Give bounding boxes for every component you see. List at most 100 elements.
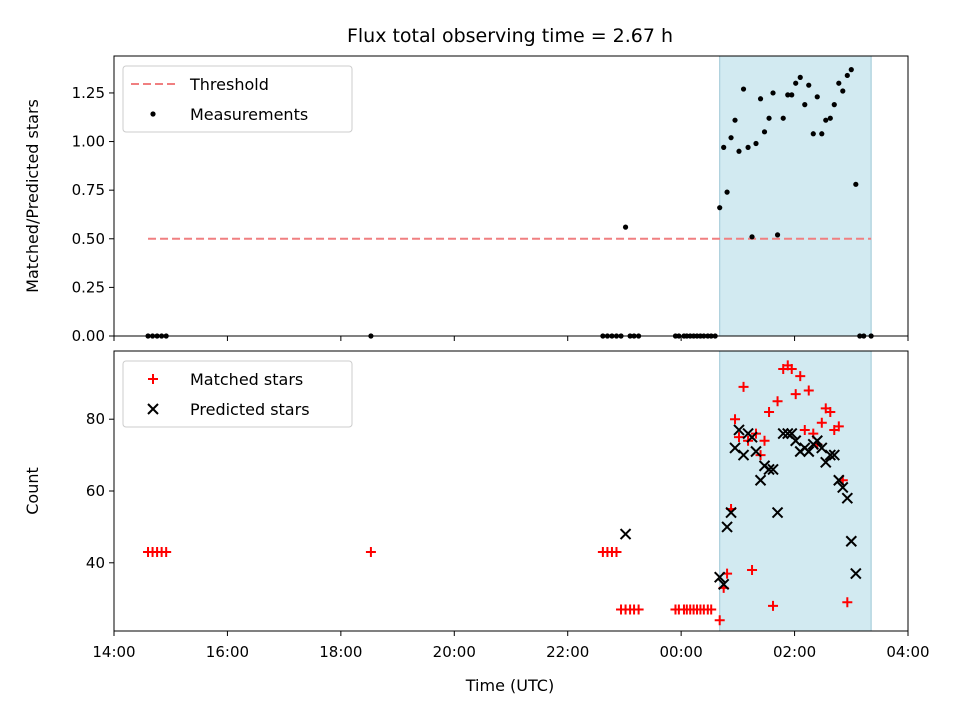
predicted-star-point [721,521,733,533]
predicted-star-point [824,449,837,461]
measurement-point [793,80,799,86]
matched-star-point [738,381,749,392]
legend-measurement-swatch [150,111,156,117]
predicted-star-point [750,445,762,458]
measurement-point [774,232,781,238]
measurement-point [836,80,842,86]
measurement-point [789,92,795,98]
predicted-star-point [771,506,784,519]
measurement-point [848,67,854,73]
y-tick-label: 1.00 [72,133,105,151]
predicted-star-point [841,492,854,504]
measurement-point [732,117,738,123]
predicted-star-point [789,435,802,447]
x-tick-label: 22:00 [546,643,589,661]
predicted-star-point [714,571,726,583]
predicted-star-point [717,578,730,591]
x-tick-label: 16:00 [206,643,249,661]
x-tick-label: 04:00 [886,643,929,661]
matched-star-point [733,432,744,443]
predicted-star-point [763,463,775,476]
predicted-star-point [811,435,823,447]
measurement-point [728,135,734,141]
predicted-star-point [828,449,840,461]
matched-star-point [772,396,783,407]
matched-star-point [747,564,758,575]
measurement-point [721,144,727,150]
matched-star-point [633,604,644,615]
y-tick-label: 80 [86,410,105,428]
y-tick-label: 60 [86,482,105,500]
measurement-point [831,102,837,108]
measurement-point [770,90,776,96]
x-tick-label: 20:00 [433,643,476,661]
legend-label: Matched stars [190,370,303,389]
matched-star-point [803,385,814,396]
measurement-point [745,144,751,150]
matched-star-point [799,424,810,435]
measurement-point [806,82,812,88]
matched-star-point [161,547,172,558]
ratio-panel: 0.00 0.25 0.50 0.75 1.00 1.25 Matched/Predicte… [23,55,909,345]
measurement-point [717,205,723,211]
measurement-point [823,117,829,123]
predicted-star-point [837,481,849,494]
measurement-point [749,234,755,240]
measurement-point [753,140,759,147]
matched-star-point [759,435,770,446]
y-axis-label: Matched/Predicted stars [23,99,42,293]
measurement-point [785,92,791,98]
legend-box [122,360,353,428]
matched-star-point [730,414,741,425]
matched-star-point [706,604,717,615]
measurement-point [761,129,768,135]
measurement-point [827,115,833,121]
y-axis-label: Count [23,467,42,515]
measurement-point [766,115,772,121]
x-tick-label: 00:00 [660,643,703,661]
measurement-point [797,74,803,80]
y-tick-label: 0.00 [72,327,105,345]
predicted-star-point [850,567,862,580]
plot-frame [113,55,909,337]
measurement-point [853,181,859,187]
measurement-point [724,189,730,195]
measurement-point [844,72,850,79]
matched-star-point [790,389,801,400]
observing-span [719,55,872,337]
matched-star-point [611,547,622,558]
matched-star-point [786,363,797,374]
y-tick-label: 1.25 [72,84,105,102]
matched-star-point [795,371,806,382]
x-tick-label: 18:00 [319,643,362,661]
y-tick-label: 0.50 [72,230,105,248]
legend-label: Measurements [190,105,308,124]
matched-star-point [764,407,775,418]
measurement-point [780,115,786,121]
y-tick-label: 40 [86,554,105,572]
measurement-point [814,94,820,100]
x-tick-label: 02:00 [773,643,816,661]
chart-title: Flux total observing time = 2.67 h [347,25,673,47]
predicted-star-point [803,445,815,458]
predicted-star-point [737,449,750,461]
count-panel: 40 60 80 Count 14:00 16:00 18:00 20:00 22:00 00:0… [23,350,930,661]
matched-star-point [833,421,844,432]
predicted-star-point [777,427,789,440]
y-tick-label: 0.75 [72,181,105,199]
legend: Threshold Measurements [122,65,353,133]
legend-predicted-swatch [147,403,159,415]
measurement-point [802,102,808,108]
matched-star-point [714,615,725,626]
measurement-point [819,131,825,137]
predicted-star-point [733,424,745,436]
measurement-point [757,96,764,102]
matched-star-point [768,600,779,611]
x-tick-label: 14:00 [92,643,135,661]
measurement-point [810,131,816,137]
legend-box [122,65,353,133]
predicted-star-point [767,463,779,476]
matched-star-point [816,417,827,428]
legend: Matched stars Predicted stars [122,360,353,428]
predicted-star-point [619,528,632,540]
